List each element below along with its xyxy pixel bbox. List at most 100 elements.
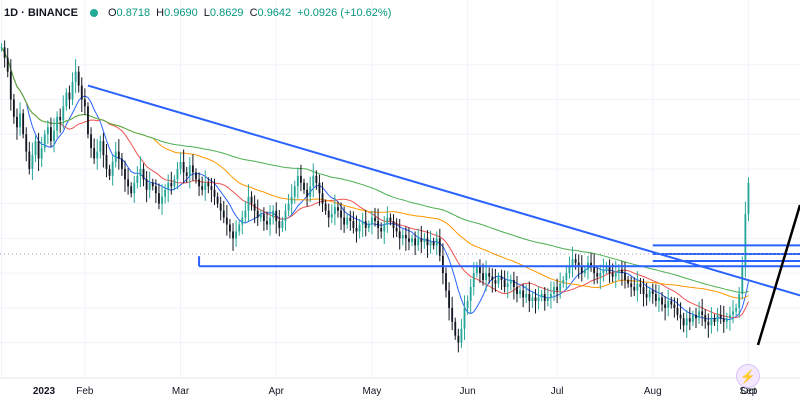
candle-body [16,116,18,128]
candle-body [574,259,577,263]
candle-body [139,168,142,176]
ohlc-legend: 1D · BINANCE O0.8718 H0.9690 L0.8629 C0.… [4,4,391,22]
time-axis-label: Aug [643,386,662,397]
candle-body [747,182,750,215]
candle-body [691,314,694,322]
candle-body [241,217,244,225]
candle-body [420,238,423,242]
candle-body [469,287,472,301]
candle-body [670,300,673,305]
lightning-icon[interactable]: ⚡ [736,364,760,388]
candle-body [296,175,299,187]
time-axis-label: 2023 [32,386,56,397]
candle-body [191,165,194,173]
candle-body [611,273,614,277]
candle-body [528,294,531,301]
candle-body [198,179,200,187]
candles [0,40,750,353]
candle-body [411,238,413,242]
time-axis-label: Jun [459,386,476,397]
candle-body [636,283,639,291]
candle-body [685,318,688,326]
candle-body [571,259,574,267]
time-axis-label: Jul [550,386,564,397]
candle-body [472,273,475,288]
candle-body [562,280,565,284]
candle-body [512,280,515,288]
candle-body [136,175,139,183]
time-axis-label: Mar [171,386,190,397]
candle-body [593,266,596,274]
candle-body [9,71,12,100]
candle-body [83,99,86,107]
candle-body [605,266,608,270]
candle-body [195,172,197,180]
candle-body [278,221,281,228]
candle-body [56,116,59,131]
candle-body [330,214,333,218]
time-axis-label: Feb [76,386,94,397]
time-axis-label: May [362,386,382,397]
candle-body [488,273,491,277]
candle-body [235,231,238,239]
candle-body [401,234,404,239]
candle-body [735,307,738,312]
candle-body [185,172,188,176]
candle-body [392,221,395,228]
candle-body [201,186,204,190]
candle-body [318,182,321,194]
candle-body [96,151,99,159]
candle-body [303,182,305,190]
candle-body [213,189,216,197]
moving-average-line [1,47,749,293]
candle-body [312,175,315,187]
candle-body [448,290,450,308]
candle-body [281,221,284,228]
candle-body [59,116,62,121]
candle-body [352,221,355,228]
candle-body [460,328,463,343]
candle-body [179,162,182,169]
candle-body [475,266,478,274]
candle-body [250,196,253,204]
ohlc-open-key: O [107,7,117,19]
candle-body [676,307,679,315]
candle-body [253,203,256,211]
candle-body [216,196,219,204]
candle-body [503,280,506,288]
candle-body [22,113,25,135]
candle-body [238,224,241,232]
candle-body [53,130,55,142]
ohlc-close: C0.9642 [249,7,292,19]
candle-body [6,57,9,72]
candle-body [219,203,222,211]
time-axis-label: Sep [739,386,758,397]
candle-body [682,318,685,326]
candle-body [300,175,302,183]
candle-body [404,234,407,239]
candle-body [627,280,630,284]
candle-body [284,210,287,222]
candle-body [340,210,342,218]
candle-body [395,228,398,232]
candle-body [500,276,503,281]
candle-body [25,134,28,152]
candle-body [355,228,358,232]
ohlc-open: O0.8718 [107,7,151,19]
candle-body [398,231,401,239]
candle-body [642,287,645,294]
candle-body [435,238,438,246]
candle-body [62,106,65,121]
candle-body [108,168,111,176]
candle-body [719,314,722,319]
candle-body [602,269,605,274]
candle-body [438,238,441,256]
candle-body [614,273,617,277]
candle-body [577,262,580,267]
symbol-label[interactable]: 1D · BINANCE [4,7,78,19]
candle-body [87,106,89,135]
candle-body [485,273,488,281]
candle-body [583,269,586,274]
candle-body [43,134,46,149]
